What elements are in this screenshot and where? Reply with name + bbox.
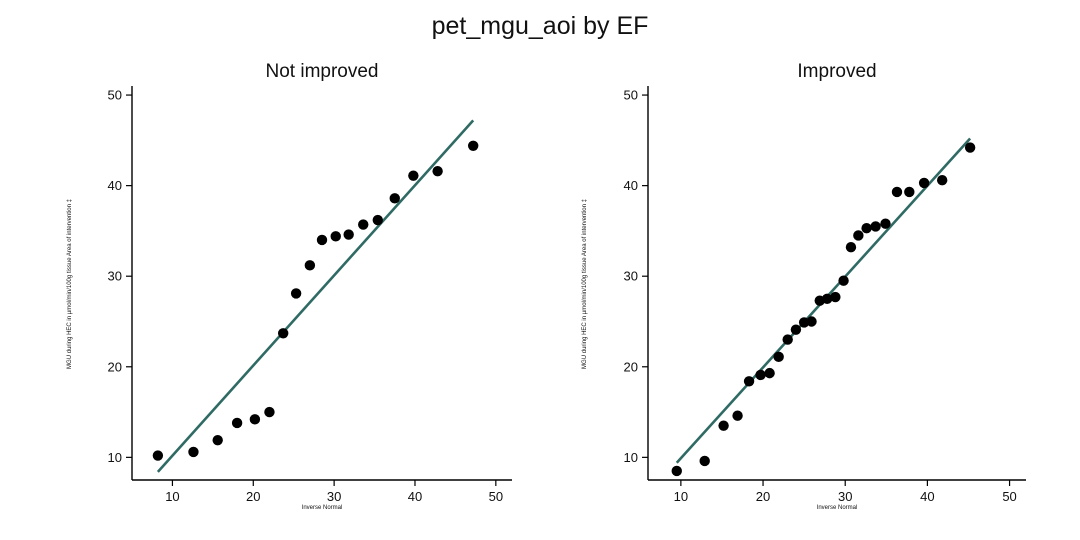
data-point (343, 229, 354, 240)
data-point (671, 465, 682, 477)
panel-not-improved: Not improved Inverse Normal MGU during H… (67, 61, 512, 511)
data-point (790, 324, 802, 335)
data-point (964, 142, 976, 153)
x-tick-label: 20 (756, 489, 770, 504)
data-point (891, 186, 903, 198)
data-point (212, 434, 223, 446)
data-point (277, 328, 289, 339)
y-tick-label: 10 (108, 450, 122, 465)
y-tick-label: 20 (624, 359, 638, 374)
x-axis-label: Inverse Normal (817, 505, 858, 511)
data-point (821, 293, 833, 305)
x-tick-label: 50 (1002, 489, 1016, 504)
y-tick-label: 40 (624, 178, 638, 193)
x-tick-label: 40 (408, 489, 422, 504)
x-tick-label: 50 (489, 489, 503, 504)
data-point (330, 231, 341, 242)
x-tick-label: 40 (920, 489, 934, 504)
data-point (316, 234, 328, 246)
y-tick-label: 30 (108, 269, 122, 284)
data-point (408, 170, 419, 181)
data-point (231, 417, 243, 429)
panel-title: Improved (797, 61, 876, 82)
data-point (743, 376, 755, 387)
data-point (806, 316, 817, 327)
x-tick-label: 30 (327, 489, 341, 504)
data-point (699, 455, 710, 467)
data-point (936, 174, 948, 186)
data-point (304, 260, 316, 271)
data-point (838, 275, 849, 286)
panel-title: Not improved (266, 61, 379, 82)
x-tick-label: 10 (674, 489, 688, 504)
x-tick-label: 10 (165, 489, 179, 504)
data-point (264, 406, 275, 418)
data-point (152, 450, 164, 461)
y-axis-label: MGU during HEC in µmol/min/100g tissue A… (67, 199, 73, 369)
data-point (467, 140, 479, 151)
data-point (290, 288, 302, 299)
data-point (732, 410, 743, 421)
data-point (904, 186, 915, 198)
y-axis-label: MGU during HEC in µmol/min/100g tissue A… (582, 199, 588, 369)
data-point (358, 219, 369, 230)
data-point (830, 291, 841, 303)
data-point (861, 223, 872, 234)
y-tick-label: 30 (624, 269, 638, 284)
data-point (718, 420, 729, 431)
y-tick-label: 50 (108, 88, 122, 103)
data-point (773, 351, 784, 363)
y-tick-label: 20 (108, 359, 122, 374)
data-point (188, 446, 199, 458)
data-point (389, 193, 400, 204)
x-axis-label: Inverse Normal (302, 505, 343, 511)
data-point (880, 218, 891, 229)
data-point (782, 334, 793, 345)
data-point (432, 165, 443, 177)
data-point (918, 177, 930, 189)
y-tick-label: 10 (624, 450, 638, 465)
fit-line (156, 119, 475, 473)
figure-title: pet_mgu_aoi by EF (431, 12, 649, 40)
data-point (372, 214, 383, 226)
data-point (249, 414, 261, 425)
data-point (764, 367, 775, 379)
data-point (845, 242, 857, 253)
x-tick-label: 20 (246, 489, 260, 504)
x-tick-label: 30 (838, 489, 852, 504)
data-point (870, 221, 881, 232)
data-point (755, 369, 766, 381)
y-tick-label: 50 (624, 88, 638, 103)
y-tick-label: 40 (108, 178, 122, 193)
panel-improved: Improved Inverse Normal MGU during HEC i… (582, 61, 1026, 511)
data-point (853, 230, 864, 241)
